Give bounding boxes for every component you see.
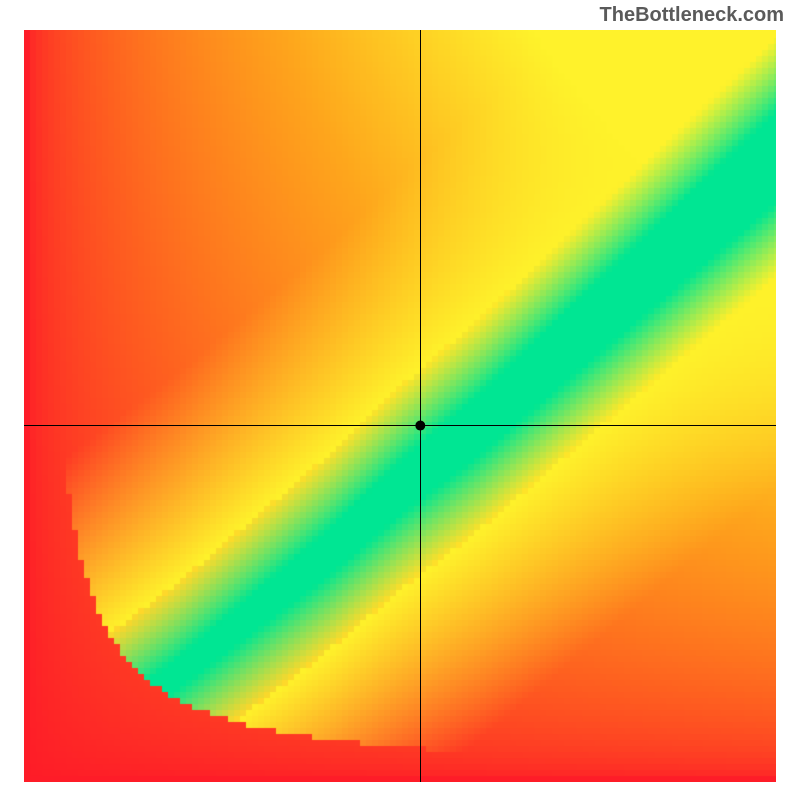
attribution-label: TheBottleneck.com bbox=[600, 4, 784, 27]
chart-container: { "attribution": "TheBottleneck.com", "a… bbox=[0, 0, 800, 800]
selection-marker bbox=[415, 421, 425, 431]
crosshair-overlay bbox=[0, 0, 800, 800]
